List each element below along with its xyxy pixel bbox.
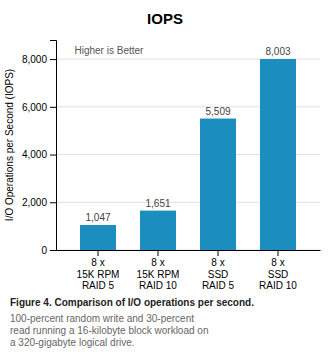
x-tick: 8 xSSDRAID 10 xyxy=(259,250,297,291)
y-axis-title: I/O Operations per Second (IOPS) xyxy=(4,69,15,221)
y-tick-label: 4,000 xyxy=(22,149,47,160)
y-tick: 4,000 xyxy=(22,149,56,160)
x-tick-label: 8 xSSDRAID 10 xyxy=(259,257,297,291)
y-axis-line xyxy=(50,41,57,251)
bar xyxy=(260,59,296,250)
chart: IOPS 0 2,000 4,000 6,000 8,000 8 x15K RPMRAID … xyxy=(0,0,330,364)
x-axis: 8 x15K RPMRAID 5 8 x15K RPMRAID 10 8 xSSDR… xyxy=(57,250,321,291)
y-tick-mark xyxy=(50,250,56,251)
bar xyxy=(200,119,236,250)
title: IOPS xyxy=(147,10,183,27)
data-label: 1,651 xyxy=(145,198,170,209)
data-labels: 1,047 1,651 5,509 8,003 xyxy=(85,46,290,223)
y-tick: 0 xyxy=(41,245,56,256)
y-axis: 0 2,000 4,000 6,000 8,000 xyxy=(22,41,57,256)
x-tick-label: 8 x15K RPMRAID 5 xyxy=(77,257,120,291)
x-tick: 8 x15K RPMRAID 10 xyxy=(137,250,180,291)
y-tick: 6,000 xyxy=(22,102,56,113)
y-tick-mark xyxy=(50,202,56,203)
x-tick: 8 xSSDRAID 5 xyxy=(202,250,235,291)
y-tick-mark xyxy=(50,59,56,60)
x-tick-mark xyxy=(98,250,99,256)
y-tick-label: 6,000 xyxy=(22,102,47,113)
data-label: 1,047 xyxy=(85,212,110,223)
x-axis-line xyxy=(57,250,321,251)
x-tick: 8 x15K RPMRAID 5 xyxy=(77,250,120,291)
y-tick-label: 0 xyxy=(41,245,47,256)
y-tick-label: 2,000 xyxy=(22,197,47,208)
y-tick: 2,000 xyxy=(22,197,56,208)
y-tick: 8,000 xyxy=(22,54,56,65)
x-tick-label: 8 xSSDRAID 5 xyxy=(202,257,235,291)
bars xyxy=(80,59,296,250)
caption: 100-percent random write and 30-percentr… xyxy=(10,313,208,348)
data-label: 8,003 xyxy=(265,46,290,57)
y-tick-mark xyxy=(50,155,56,156)
plot: 02,0004,0006,0008,0008 x15K RPMRAID 58 x… xyxy=(22,41,321,292)
bar xyxy=(80,225,116,250)
x-tick-label: 8 x15K RPMRAID 10 xyxy=(137,257,180,291)
y-tick-mark xyxy=(50,107,56,108)
data-label: 5,509 xyxy=(205,106,230,117)
bar xyxy=(140,211,176,250)
grid xyxy=(56,59,320,250)
x-tick-mark xyxy=(278,250,279,256)
y-tick-label: 8,000 xyxy=(22,54,47,65)
caption-title: Figure 4. Comparison of I/O operations p… xyxy=(10,297,254,308)
annotation: Higher is Better xyxy=(74,45,144,56)
x-tick-mark xyxy=(158,250,159,256)
x-tick-mark xyxy=(218,250,219,256)
